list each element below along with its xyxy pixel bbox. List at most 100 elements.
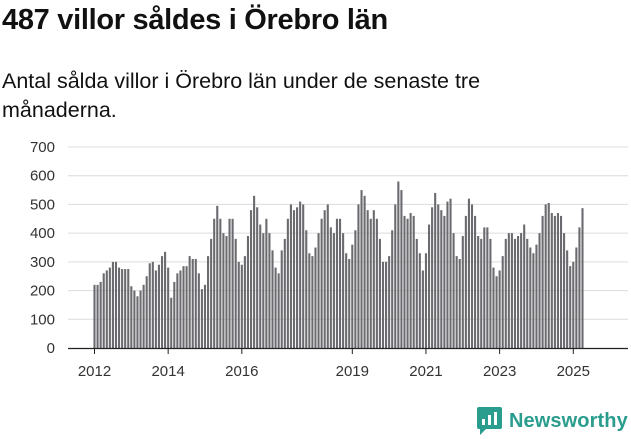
bar — [136, 296, 139, 348]
bar — [513, 238, 517, 348]
bar — [520, 233, 523, 348]
page-title: 487 villor såldes i Örebro län — [2, 4, 388, 36]
bar — [176, 273, 179, 348]
bar — [575, 247, 578, 348]
bar — [96, 284, 99, 348]
bar — [489, 238, 492, 348]
x-tick-label: 2021 — [409, 363, 442, 380]
bar — [246, 236, 250, 348]
bar — [127, 269, 130, 348]
bar — [507, 233, 510, 348]
bar — [517, 236, 520, 348]
bar — [363, 195, 366, 348]
bar — [477, 236, 480, 348]
y-tick-label: 500 — [30, 196, 55, 213]
bar — [222, 233, 225, 348]
bar — [385, 261, 388, 348]
bar — [329, 227, 332, 348]
bar — [231, 218, 234, 348]
bar — [351, 244, 354, 348]
bar — [317, 233, 320, 348]
bar — [526, 238, 529, 348]
bar — [170, 297, 173, 348]
bar — [541, 215, 544, 348]
bar — [271, 250, 274, 348]
bar — [111, 261, 114, 348]
bar — [228, 218, 231, 348]
bar — [145, 276, 148, 348]
bar — [289, 204, 292, 348]
newsworthy-brand[interactable]: Newsworthy — [476, 404, 628, 438]
bar — [314, 247, 317, 348]
bar — [388, 256, 391, 348]
x-tick-label: 2014 — [151, 363, 184, 380]
bar — [338, 218, 342, 348]
y-tick-label: 300 — [30, 254, 55, 271]
y-tick-label: 100 — [30, 311, 55, 328]
bar — [292, 210, 296, 348]
bar — [538, 233, 541, 348]
bar — [559, 215, 563, 348]
x-tick-label: 2019 — [336, 363, 369, 380]
bar — [197, 273, 200, 348]
bar — [458, 258, 461, 348]
bar — [274, 267, 277, 348]
bar — [280, 250, 283, 348]
bar — [523, 224, 526, 348]
bar — [216, 205, 219, 348]
bar — [529, 247, 532, 348]
bar — [544, 204, 547, 348]
bar — [348, 258, 351, 348]
bar — [139, 290, 142, 348]
page-subtitle: Antal sålda villor i Örebro län under de… — [2, 69, 481, 122]
bar — [556, 213, 559, 348]
brand-name: Newsworthy — [509, 409, 628, 432]
bar — [381, 261, 385, 348]
bar — [194, 258, 197, 348]
bar — [397, 181, 400, 348]
bar — [179, 270, 182, 348]
bar — [360, 190, 363, 348]
bar — [440, 210, 443, 348]
bar — [108, 267, 111, 348]
bar — [474, 215, 477, 348]
x-axis: 2012 2014 2016 2019 2021 2023 2025 — [68, 347, 628, 380]
bar — [369, 218, 372, 348]
bar — [342, 233, 345, 348]
bar — [470, 204, 474, 348]
x-tick-label: 2025 — [557, 363, 590, 380]
bar — [243, 256, 246, 348]
bar — [308, 253, 311, 348]
bar — [578, 227, 581, 348]
bar — [173, 281, 176, 348]
y-tick-label: 200 — [30, 283, 55, 300]
bar — [446, 201, 449, 348]
bar — [102, 273, 105, 348]
bar — [391, 230, 394, 348]
bar — [93, 284, 96, 348]
bar — [366, 210, 369, 348]
bar — [213, 218, 216, 348]
bar — [449, 198, 452, 348]
bar — [569, 266, 572, 348]
bar — [464, 215, 467, 348]
bar — [203, 284, 207, 348]
bar — [572, 261, 575, 348]
bar — [249, 210, 253, 348]
bar — [151, 261, 154, 348]
bar — [437, 204, 440, 348]
bar — [372, 210, 375, 348]
bar — [394, 204, 397, 348]
bar — [498, 270, 501, 348]
bar — [455, 256, 458, 348]
bar — [424, 253, 428, 348]
bar — [443, 215, 446, 348]
bar — [164, 251, 167, 348]
bar — [225, 236, 228, 348]
bar — [483, 227, 486, 348]
bar — [200, 289, 203, 348]
bar — [332, 233, 335, 348]
bar — [532, 253, 535, 348]
bar — [400, 190, 403, 348]
bar — [354, 230, 357, 348]
